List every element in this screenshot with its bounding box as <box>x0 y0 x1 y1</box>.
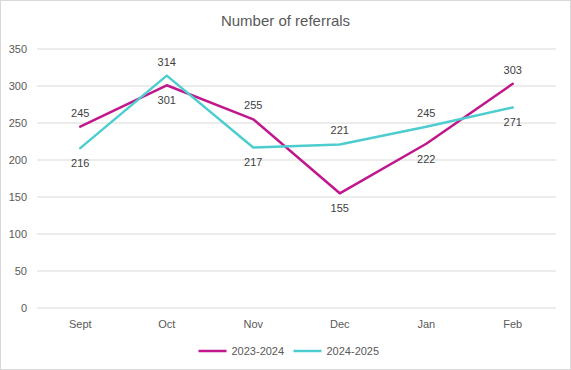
chart-container: Number of referrals 0 50 100 150 200 250 300 350… <box>0 0 571 370</box>
y-tick-label: 100 <box>9 228 27 240</box>
chart-svg: Number of referrals 0 50 100 150 200 250 300 350… <box>0 0 571 370</box>
data-label: 155 <box>331 202 349 214</box>
data-label: 245 <box>71 107 89 119</box>
series-line <box>80 84 513 194</box>
grid-line <box>37 123 556 124</box>
x-tick-label: Nov <box>243 318 263 330</box>
data-label: 245 <box>417 107 435 119</box>
data-label: 303 <box>504 64 522 76</box>
legend-swatch <box>199 350 227 353</box>
grid <box>37 49 556 308</box>
x-tick-label: Oct <box>158 318 175 330</box>
data-label: 301 <box>158 94 176 106</box>
legend: 2023-2024 2024-2025 <box>199 345 380 357</box>
grid-line <box>37 49 556 50</box>
data-label: 255 <box>244 99 262 111</box>
chart-title: Number of referrals <box>221 12 350 29</box>
y-tick-label: 250 <box>9 117 27 129</box>
y-tick-label: 350 <box>9 43 27 55</box>
x-tick-label: Jan <box>417 318 435 330</box>
grid-line <box>37 234 556 235</box>
data-label: 216 <box>71 157 89 169</box>
y-tick-label: 300 <box>9 80 27 92</box>
x-tick-label: Sept <box>69 318 92 330</box>
data-label: 314 <box>158 56 176 68</box>
grid-line <box>37 86 556 87</box>
y-tick-label: 50 <box>15 265 27 277</box>
data-label: 271 <box>504 116 522 128</box>
y-tick-label: 150 <box>9 191 27 203</box>
legend-label: 2023-2024 <box>232 345 285 357</box>
y-tick-label: 0 <box>21 302 27 314</box>
series-line <box>80 76 513 149</box>
legend-swatch <box>294 350 322 353</box>
chart-border <box>1 1 571 370</box>
series-lines <box>80 76 513 194</box>
data-label: 222 <box>417 153 435 165</box>
grid-line <box>37 197 556 198</box>
x-tick-label: Feb <box>503 318 522 330</box>
data-label: 221 <box>331 124 349 136</box>
x-tick-label: Dec <box>330 318 350 330</box>
data-labels: 245 301 255 155 222 303 216 314 217 221 245 271 <box>71 56 522 215</box>
legend-label: 2024-2025 <box>327 345 380 357</box>
grid-line <box>37 271 556 272</box>
y-tick-label: 200 <box>9 154 27 166</box>
grid-line <box>37 160 556 161</box>
data-label: 217 <box>244 156 262 168</box>
grid-line <box>37 308 556 309</box>
